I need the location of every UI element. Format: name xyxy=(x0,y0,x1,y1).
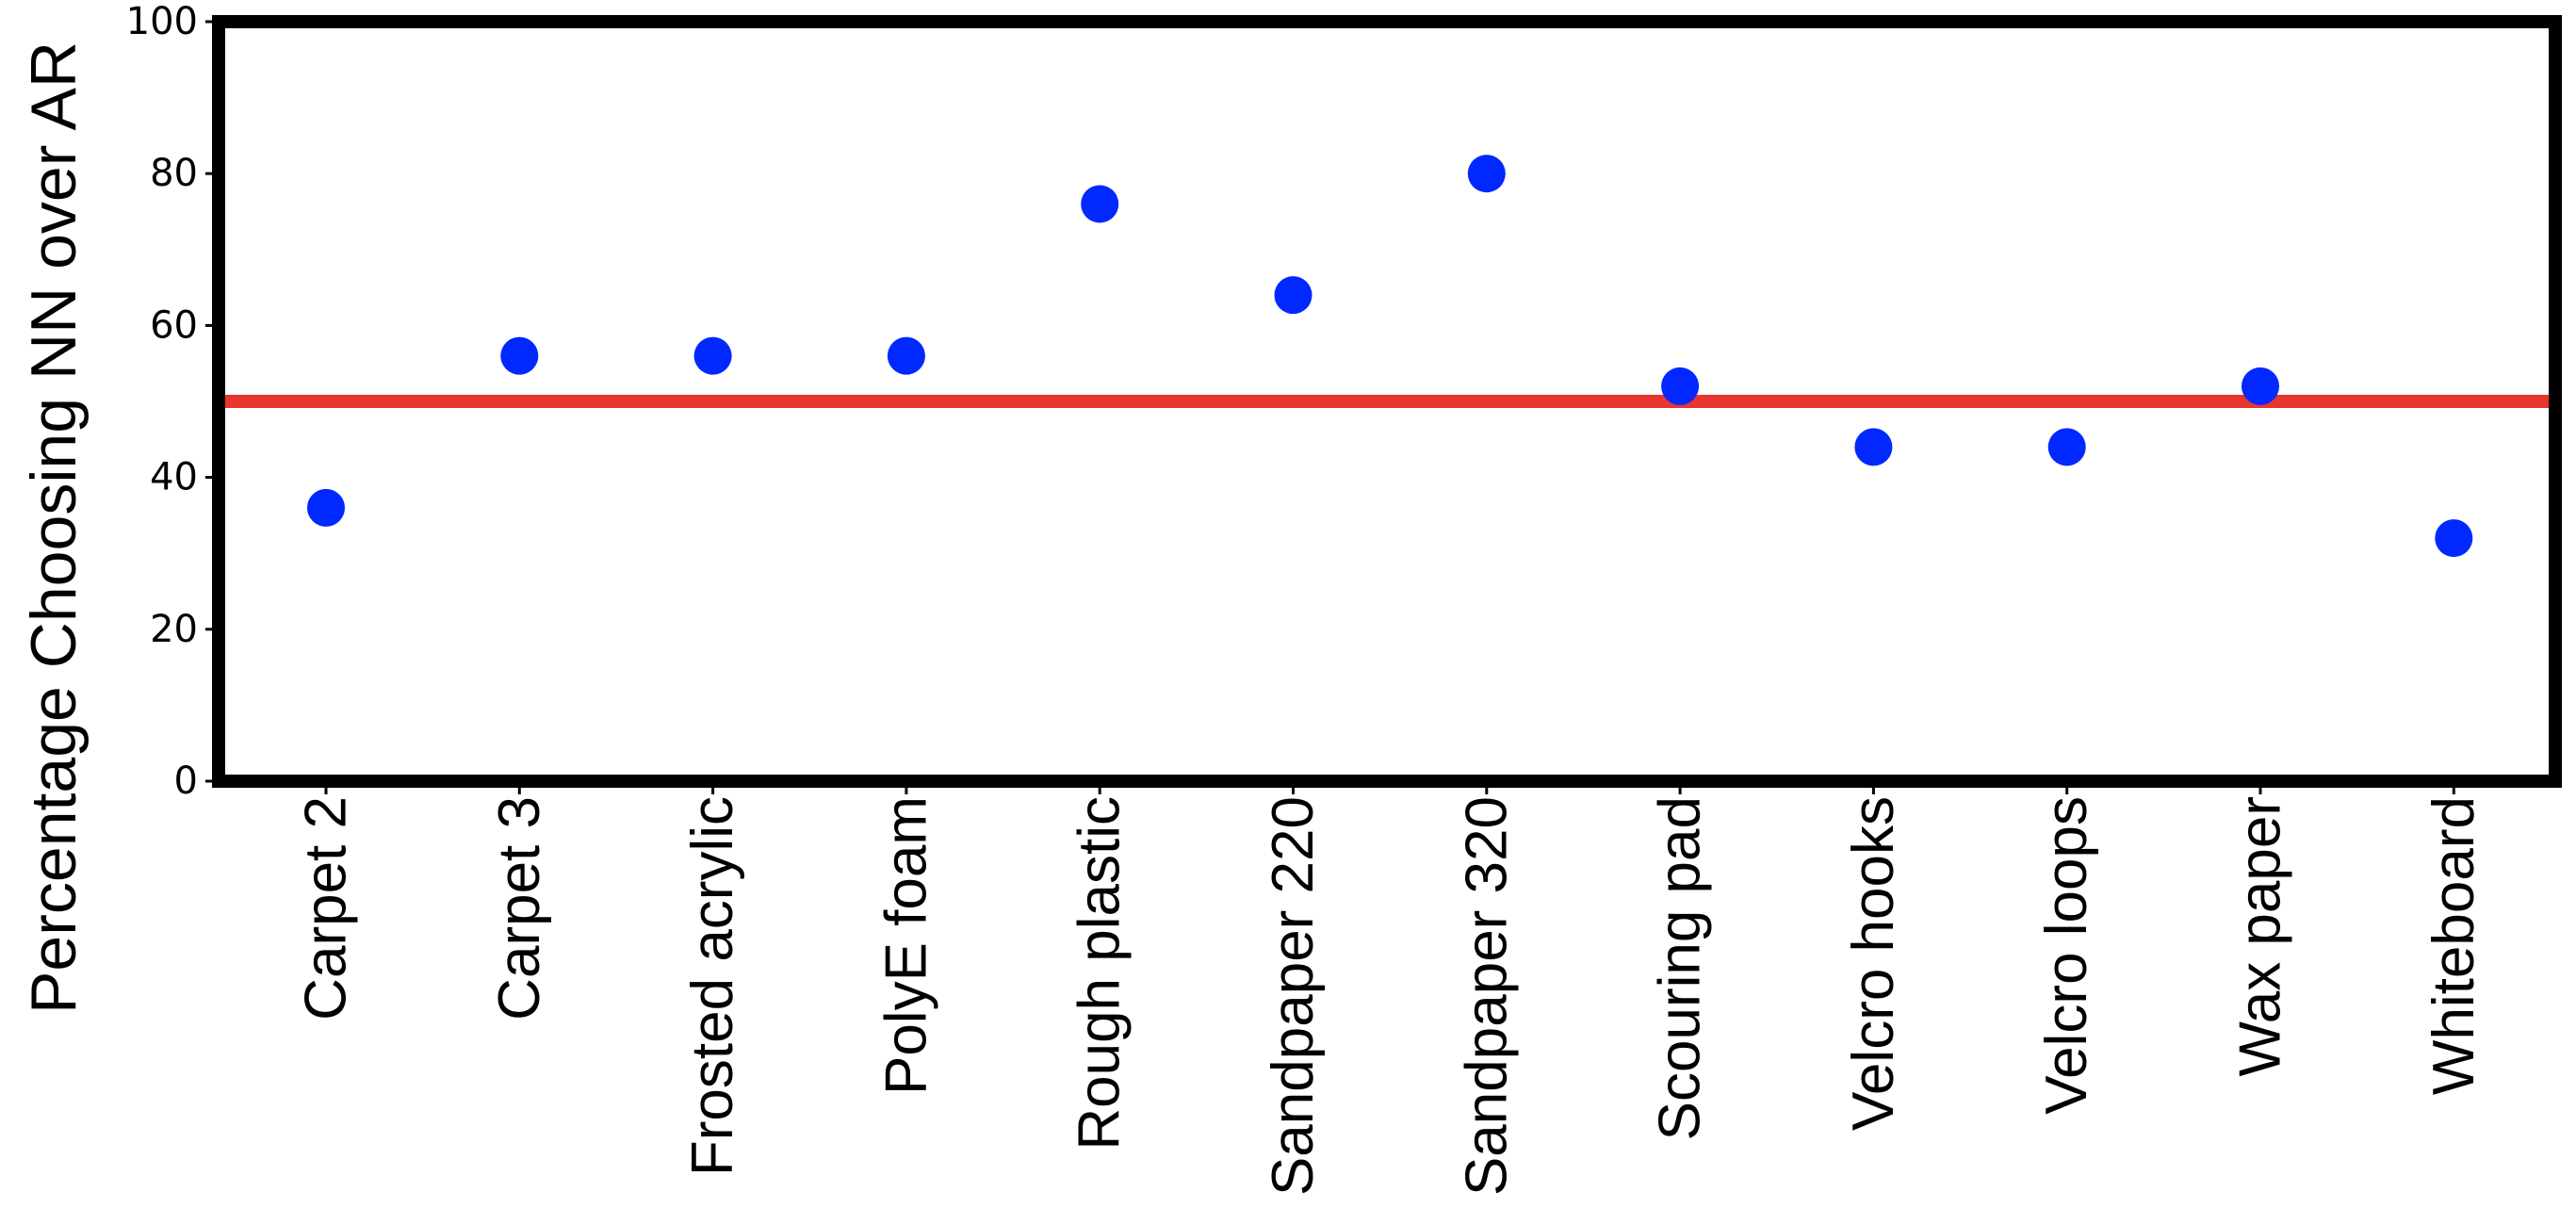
y-tick-label: 80 xyxy=(150,152,198,195)
data-point xyxy=(1081,185,1119,223)
plot-frame xyxy=(212,15,2562,788)
data-point xyxy=(693,336,732,375)
data-point xyxy=(1467,155,1506,193)
y-tick-label: 40 xyxy=(150,456,198,499)
data-point xyxy=(887,336,925,375)
data-point xyxy=(1854,428,1893,466)
data-point xyxy=(2435,519,2473,558)
y-tick-label: 60 xyxy=(150,303,198,347)
x-tick-label: Velcro hooks xyxy=(1841,796,1906,1131)
x-tick-label: Rough plastic xyxy=(1068,796,1133,1151)
x-tick-label: Carpet 2 xyxy=(294,796,359,1021)
y-axis-title: Percentage Choosing NN over AR xyxy=(18,41,90,1014)
x-tick-label: Sandpaper 320 xyxy=(1454,796,1519,1196)
data-point xyxy=(2242,367,2279,405)
y-tick-label: 20 xyxy=(150,608,198,651)
x-tick-label: PolyE foam xyxy=(873,796,938,1095)
data-point xyxy=(1661,367,1700,405)
x-tick-label: Sandpaper 220 xyxy=(1261,796,1326,1196)
data-point xyxy=(500,336,539,375)
data-point xyxy=(1274,276,1312,315)
x-tick-label: Frosted acrylic xyxy=(680,796,745,1176)
x-tick-label: Velcro loops xyxy=(2034,796,2099,1115)
x-tick-label: Carpet 3 xyxy=(487,796,552,1021)
x-tick-label: Whiteboard xyxy=(2421,796,2486,1095)
y-tick-label: 100 xyxy=(126,0,198,43)
data-point xyxy=(307,488,345,527)
x-tick-label: Scouring pad xyxy=(1648,796,1713,1140)
y-tick-label: 0 xyxy=(174,760,198,803)
x-tick-label: Wax paper xyxy=(2228,796,2293,1077)
data-point xyxy=(2047,428,2086,466)
